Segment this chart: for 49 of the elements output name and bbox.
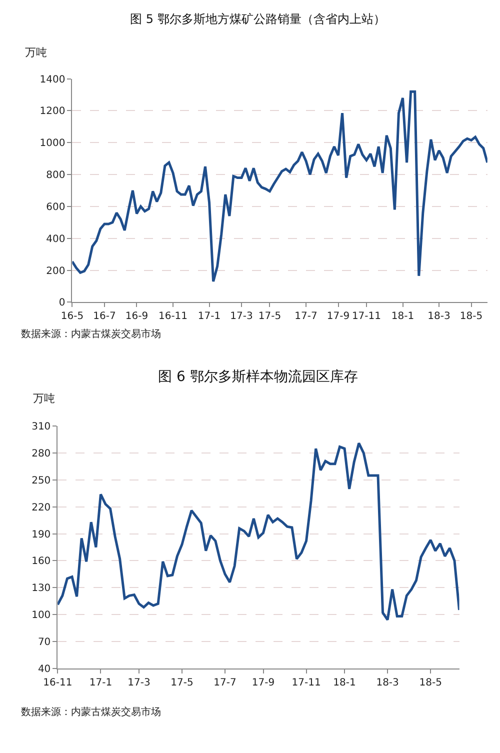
x-tick-label: 18-1 xyxy=(333,677,356,688)
x-tick-label: 17-9 xyxy=(252,677,275,688)
y-tick-label: 400 xyxy=(46,234,66,245)
x-tick-label: 17-3 xyxy=(128,677,150,688)
x-tick-label: 16-7 xyxy=(93,311,116,322)
x-tick-label: 18-3 xyxy=(376,677,399,688)
x-tick-label: 17-7 xyxy=(214,677,236,688)
x-tick-label: 17-11 xyxy=(292,677,321,688)
y-tick-label: 40 xyxy=(38,664,51,675)
y-tick-label: 1200 xyxy=(40,106,66,118)
chart-title: 图 5 鄂尔多斯地方煤矿公路销量（含省内上站） xyxy=(130,12,386,26)
x-tick-label: 16-9 xyxy=(125,311,148,322)
x-tick-label: 16-11 xyxy=(158,311,188,322)
source-note: 数据来源：内蒙古煤炭交易市场 xyxy=(21,328,161,340)
y-axis-title: 万吨 xyxy=(25,46,47,59)
line-series xyxy=(72,90,488,283)
y-tick-label: 70 xyxy=(38,636,51,648)
y-tick-label: 1400 xyxy=(40,74,66,86)
x-tick-label: 17-3 xyxy=(230,311,253,322)
x-tick-label: 18-5 xyxy=(460,311,483,322)
x-tick-label: 18-1 xyxy=(391,311,414,322)
line-series xyxy=(58,442,460,622)
y-tick-label: 1000 xyxy=(40,138,66,150)
y-tick-label: 220 xyxy=(32,502,51,514)
y-tick-label: 100 xyxy=(32,610,51,621)
x-tick-label: 17-1 xyxy=(198,311,221,322)
x-tick-label: 16-11 xyxy=(43,677,72,688)
y-tick-label: 600 xyxy=(46,202,66,213)
x-tick-label: 18-3 xyxy=(428,311,450,322)
y-tick-label: 0 xyxy=(58,298,66,309)
y-tick-label: 130 xyxy=(32,583,51,594)
y-tick-label: 280 xyxy=(32,448,51,460)
chart-title: 图 6 鄂尔多斯样本物流园区库存 xyxy=(158,369,358,385)
x-tick-label: 18-5 xyxy=(419,677,442,688)
y-tick-label: 800 xyxy=(46,170,66,182)
y-tick-label: 190 xyxy=(32,529,51,540)
y-tick-label: 160 xyxy=(32,556,51,568)
y-axis-title: 万吨 xyxy=(33,392,55,405)
x-tick-label: 17-9 xyxy=(326,311,350,322)
source-note: 数据来源：内蒙古煤炭交易市场 xyxy=(21,706,161,718)
y-tick-label: 250 xyxy=(32,475,51,486)
x-tick-label: 17-7 xyxy=(294,311,318,322)
x-tick-label: 17-11 xyxy=(352,311,381,322)
x-tick-label: 16-5 xyxy=(60,311,84,322)
x-tick-label: 17-5 xyxy=(170,677,194,688)
y-tick-label: 200 xyxy=(46,266,66,277)
y-tick-label: 310 xyxy=(32,422,51,433)
x-tick-label: 17-1 xyxy=(89,677,112,688)
x-tick-label: 17-5 xyxy=(258,311,282,322)
